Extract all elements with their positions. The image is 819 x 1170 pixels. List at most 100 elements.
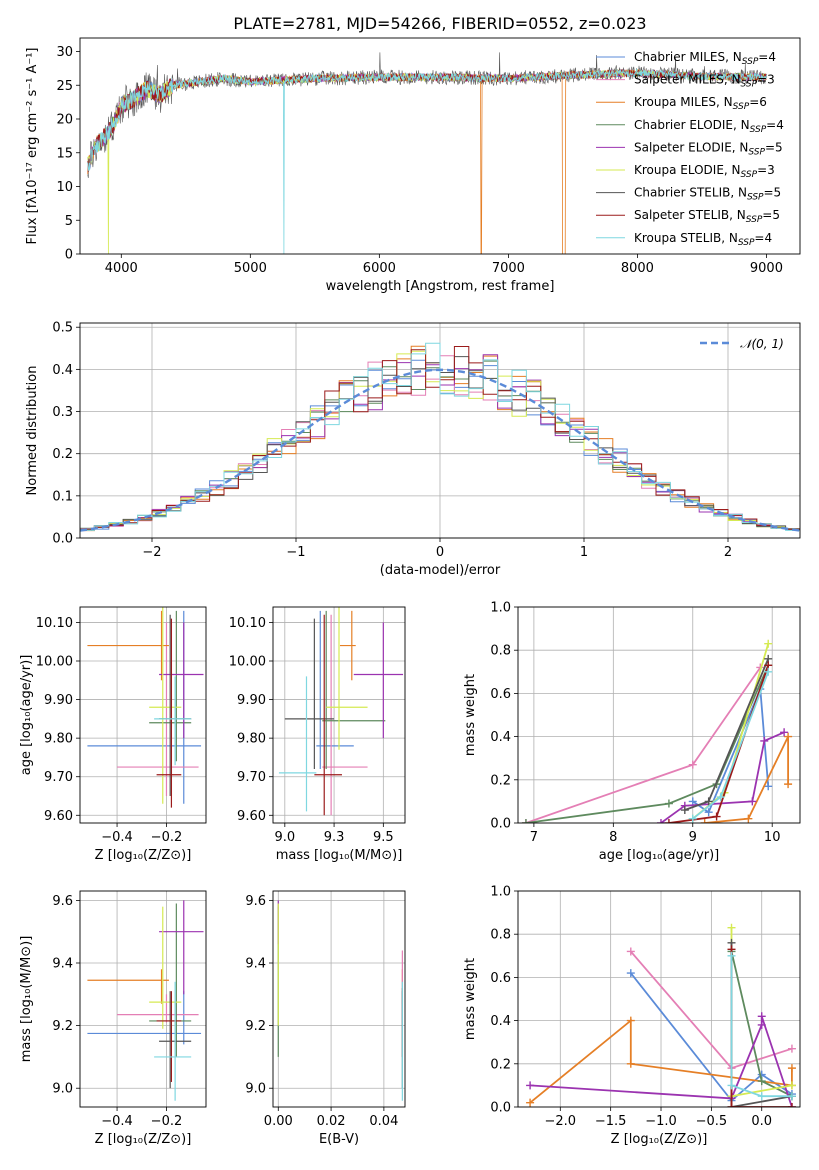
x-tick-label: 4000 [105, 261, 138, 276]
x-tick-label: 0 [436, 545, 444, 560]
age_vs_Z-plot-area [87, 607, 204, 808]
age_vs_mass-plot-area [278, 607, 404, 816]
y-tick-label: 9.70 [44, 770, 73, 785]
y-tick-label: 0.5 [52, 321, 73, 336]
weight-marker-ss [664, 819, 673, 823]
y-tick-label: 30 [56, 45, 73, 60]
weight-marker-ke [764, 639, 773, 648]
x-axis-label: (data-model)/error [380, 563, 501, 578]
x-tick-label: −2.0 [545, 1114, 577, 1129]
y-tick-label: 9.4 [245, 957, 266, 972]
x-tick-label: −1.0 [645, 1114, 677, 1129]
mass_vs_ebv-plot-area [277, 900, 403, 1101]
y-tick-label: 0.4 [490, 730, 511, 745]
x-axis-label: age [log₁₀(age/yr)] [599, 848, 720, 863]
weight-marker-ke [727, 923, 736, 932]
x-axis-label: mass [log₁₀(M/M⊙)] [276, 848, 403, 863]
residuals-panel: −2 −1 0 1 2 0.0 0.1 0.2 0.3 0.4 0.5 (data-model)/er… [25, 321, 801, 578]
weight-marker-ks [688, 814, 697, 823]
x-tick-label: 9 [689, 830, 697, 845]
y-tick-label: 25 [56, 79, 73, 94]
weight-line-ks [730, 955, 792, 1098]
weight-marker-ss [712, 812, 721, 821]
age_vs_Z-panel: −0.4 −0.2 9.60 9.70 9.80 9.90 10.00 10.10 Z [log… [19, 606, 207, 863]
y-tick-label: 1.0 [490, 885, 511, 900]
y-tick-label: 10 [56, 180, 73, 195]
y-tick-label: 0 [65, 248, 73, 263]
axes-frame [79, 37, 801, 255]
weight-marker-km [626, 1059, 635, 1068]
y-tick-label: 9.60 [237, 809, 266, 824]
x-tick-label: 7 [530, 830, 538, 845]
weight-marker-ks [727, 951, 736, 960]
y-tick-label: 9.6 [52, 894, 73, 909]
y-tick-label: 9.6 [245, 894, 266, 909]
mass_vs_Z-plot-area [87, 900, 204, 1101]
weight-marker-cm [688, 797, 697, 806]
x-tick-label: 9.5 [373, 830, 394, 845]
x-axis-label: wavelength [Angstrom, rest frame] [326, 279, 555, 294]
y-tick-label: 0.3 [52, 405, 73, 420]
x-tick-label: −1.5 [595, 1114, 627, 1129]
legend-label-ks: Kroupa STELIB, NSSP=4 [634, 231, 772, 248]
mass_weight_vs_Z-panel: −2.0 −1.5 −1.0 −0.5 0.0 0.0 0.2 0.4 0.6 0.8 1.0 Z [… [463, 885, 801, 1147]
y-tick-label: 20 [56, 113, 73, 128]
y-axis-label: mass [log₁₀(M/M⊙)] [19, 936, 34, 1063]
weight-marker-ks [787, 1092, 796, 1101]
weight-marker-ss [727, 1103, 736, 1107]
axes-frame [79, 606, 207, 824]
y-tick-label: 5 [65, 214, 73, 229]
mass_weight_vs_Z-plot-area [526, 923, 796, 1107]
y-tick-label: 0.6 [490, 687, 511, 702]
weight-line-cm [630, 972, 793, 1102]
y-tick-label: 9.4 [52, 957, 73, 972]
weight-marker-km [526, 1098, 535, 1107]
axes-frame [517, 606, 801, 824]
weight-marker-ks [764, 667, 773, 676]
weight-marker-se [760, 736, 769, 745]
y-tick-label: 0.6 [490, 971, 511, 986]
y-tick-label: 10.10 [36, 616, 73, 631]
weight-marker-se [656, 819, 665, 823]
x-tick-label: 0.02 [317, 1114, 346, 1129]
legend-label-se: Salpeter ELODIE, NSSP=5 [634, 140, 783, 157]
weight-marker-km [787, 1064, 796, 1073]
spectrum-line-ks [87, 67, 767, 254]
axes-frame [79, 322, 801, 539]
spectrum-panel: 4000 5000 6000 7000 8000 9000 0 5 10 15 20 25 30 wave… [25, 37, 801, 294]
weight-marker-ss [787, 1103, 796, 1107]
residuals-plot-area [80, 342, 800, 532]
x-tick-label: −2 [142, 545, 161, 560]
weight-marker-cm [704, 808, 713, 817]
weight-marker-km [744, 814, 753, 823]
weight-marker-km [700, 819, 709, 823]
x-tick-label: 9.3 [324, 830, 345, 845]
x-axis-label: E(B-V) [319, 1132, 359, 1147]
y-axis-label: mass weight [463, 958, 478, 1040]
x-axis-label: Z [log₁₀(Z/Z⊙)] [95, 848, 192, 863]
weight-marker-ks [757, 1092, 766, 1101]
y-tick-label: 1.0 [490, 601, 511, 616]
x-tick-label: 0.0 [751, 1114, 772, 1129]
x-tick-label: 6000 [363, 261, 396, 276]
x-tick-label: 0.00 [264, 1114, 293, 1129]
weight-marker-cs [704, 797, 713, 806]
weight-marker-cm [764, 782, 773, 791]
x-tick-label: −0.2 [151, 830, 183, 845]
y-tick-label: 0.0 [490, 1101, 511, 1116]
weight-line-ce [525, 664, 770, 823]
y-tick-label: 0.8 [490, 928, 511, 943]
spectrum-legend: Chabrier MILES, NSSP=4 Salpeter MILES, NS… [596, 50, 784, 248]
legend-label-cs: Chabrier STELIB, NSSP=5 [634, 186, 781, 203]
weight-marker-se [748, 797, 757, 806]
weight-marker-ks [727, 1081, 736, 1090]
y-tick-label: 0.8 [490, 644, 511, 659]
y-tick-label: 9.80 [44, 732, 73, 747]
x-axis-label: Z [log₁₀(Z/Z⊙)] [95, 1132, 192, 1147]
y-tick-label: 9.0 [245, 1082, 266, 1097]
y-tick-label: 9.90 [237, 693, 266, 708]
y-tick-label: 0.2 [490, 1057, 511, 1072]
x-tick-label: −0.2 [151, 1114, 183, 1129]
y-tick-label: 9.2 [245, 1019, 266, 1034]
